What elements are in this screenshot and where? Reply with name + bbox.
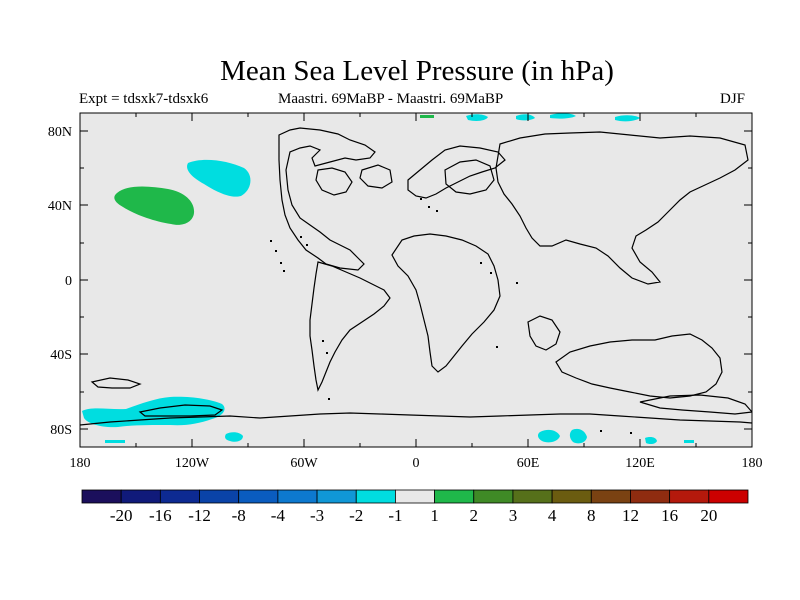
lon-label-180-east: 180 xyxy=(742,456,763,471)
anomaly-negative-south-pacific-small xyxy=(225,432,243,442)
colorbar-swatch xyxy=(512,489,553,504)
lat-label-40n: 40N xyxy=(48,199,72,214)
colorbar-swatch xyxy=(277,489,318,504)
anomaly-speck xyxy=(684,440,694,443)
anomaly-negative-arctic-3 xyxy=(550,113,576,119)
experiment-label: Expt = tdsxk7-tdsxk6 xyxy=(79,91,209,107)
anomaly-speck xyxy=(105,440,125,443)
anomaly-negative-southern-indian-2 xyxy=(569,428,587,444)
anomaly-positive-north-pacific xyxy=(114,186,195,225)
anomaly-negative-southern-indian-3 xyxy=(645,437,657,445)
lon-label-60e: 60E xyxy=(517,456,540,471)
anomaly-negative-southern-indian xyxy=(537,429,560,443)
colorbar-label: -4 xyxy=(271,506,286,525)
anomaly-negative-north-pacific xyxy=(187,159,251,197)
anomaly-positive-arctic xyxy=(420,115,434,118)
plot-title: Mean Sea Level Pressure (in hPa) xyxy=(220,55,614,87)
colorbar-swatch xyxy=(434,489,475,504)
anomaly-speck xyxy=(88,411,94,417)
lon-label-60w: 60W xyxy=(290,456,318,471)
colorbar-label: 2 xyxy=(470,506,479,525)
colorbar-label: -1 xyxy=(388,506,402,525)
anomaly-negative-southern-ocean-pacific xyxy=(82,396,225,428)
anomaly-negative-arctic-2 xyxy=(516,114,535,121)
season-label: DJF xyxy=(720,91,746,107)
colorbar-swatch xyxy=(120,489,161,504)
colorbar-label: -16 xyxy=(149,506,172,525)
colorbar-swatch xyxy=(708,489,749,504)
colorbar-label: -2 xyxy=(349,506,363,525)
colorbar-label: 1 xyxy=(430,506,439,525)
colorbar-swatch xyxy=(590,489,631,504)
colorbar-label: 12 xyxy=(622,506,639,525)
colorbar-label: -20 xyxy=(110,506,133,525)
colorbar-swatch xyxy=(81,489,122,504)
colorbar: -20 -16 -12 -8 -4 -3 -2 -1 1 2 3 4 8 12 16 20 xyxy=(81,489,749,525)
colorbar-label: -8 xyxy=(232,506,246,525)
colorbar-label: -3 xyxy=(310,506,324,525)
anomaly-negative-arctic-4 xyxy=(615,115,640,122)
colorbar-swatch xyxy=(199,489,240,504)
colorbar-label: 16 xyxy=(661,506,678,525)
lat-label-80s: 80S xyxy=(50,423,72,438)
colorbar-label: 20 xyxy=(700,506,717,525)
colorbar-swatch xyxy=(669,489,710,504)
colorbar-swatch xyxy=(355,489,396,504)
lon-label-0: 0 xyxy=(413,456,420,471)
colorbar-swatch xyxy=(159,489,200,504)
colorbar-swatch xyxy=(238,489,279,504)
colorbar-swatch xyxy=(316,489,357,504)
lat-label-40s: 40S xyxy=(50,348,72,363)
colorbar-swatch xyxy=(395,489,435,504)
lon-label-120w: 120W xyxy=(175,456,210,471)
colorbar-label: 4 xyxy=(548,506,557,525)
islands xyxy=(270,198,632,434)
colorbar-swatch xyxy=(630,489,671,504)
colorbar-swatch xyxy=(551,489,592,504)
coastlines xyxy=(80,127,752,426)
colorbar-label: 8 xyxy=(587,506,596,525)
lat-label-0: 0 xyxy=(65,274,72,289)
colorbar-label: 3 xyxy=(509,506,518,525)
lon-label-120e: 120E xyxy=(625,456,655,471)
period-label: Maastri. 69MaBP - Maastri. 69MaBP xyxy=(278,91,504,107)
lon-label-180-west: 180 xyxy=(70,456,91,471)
colorbar-label: -12 xyxy=(188,506,211,525)
axis-ticks xyxy=(80,113,752,447)
colorbar-swatch xyxy=(473,489,514,504)
lat-label-80n: 80N xyxy=(48,125,72,140)
